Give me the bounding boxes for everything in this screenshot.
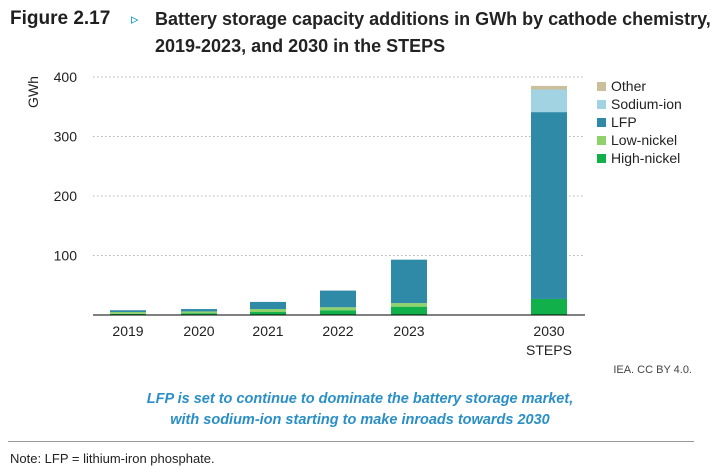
bar-lfp-2019 xyxy=(110,310,146,313)
legend-swatch xyxy=(597,81,606,91)
x-tick-label: 2022 xyxy=(322,323,353,339)
y-axis-label: GWh xyxy=(25,76,41,108)
bar-low-nickel-2019 xyxy=(110,312,146,314)
x-tick-label: 2023 xyxy=(393,323,424,339)
bar-low-nickel-2022 xyxy=(320,307,356,311)
bar-high-nickel-2021 xyxy=(250,312,286,315)
y-tick-label: 100 xyxy=(54,248,78,264)
gridlines xyxy=(93,76,585,256)
bar-lfp-2030 xyxy=(531,112,567,299)
takeaway-line-2: with sodium-ion starting to make inroads… xyxy=(170,412,550,428)
bar-high-nickel-2030 xyxy=(531,298,567,315)
legend-item-low-nickel: Low-nickel xyxy=(597,131,682,149)
bar-lfp-2023 xyxy=(391,259,427,304)
bar-high-nickel-2020 xyxy=(181,313,217,315)
legend-item-other: Other xyxy=(597,77,682,95)
note: Note: LFP = lithium-iron phosphate. xyxy=(10,451,215,466)
legend-swatch xyxy=(597,135,606,145)
legend: Other Sodium-ion LFP Low-nickel High-nickel xyxy=(597,77,682,167)
x-tick-label: 2019 xyxy=(112,323,143,339)
x-tick-label: 2030 xyxy=(533,323,564,339)
legend-label: Other xyxy=(611,78,647,94)
bar-lfp-2022 xyxy=(320,290,356,308)
x-tick-label: 2020 xyxy=(183,323,214,339)
bar-low-nickel-2021 xyxy=(250,309,286,313)
legend-item-lfp: LFP xyxy=(597,113,682,131)
takeaway: LFP is set to continue to dominate the b… xyxy=(0,389,720,431)
y-tick-label: 200 xyxy=(54,188,78,204)
figure-title: Battery storage capacity additions in GW… xyxy=(155,9,711,56)
bar-sodium-ion-2030 xyxy=(531,89,567,113)
source-credit: IEA. CC BY 4.0. xyxy=(613,364,692,376)
bar-other-2030 xyxy=(531,85,567,90)
bars xyxy=(110,85,567,315)
bar-high-nickel-2019 xyxy=(110,313,146,315)
legend-swatch xyxy=(597,153,606,163)
chart: 100 200 300 400 GWh 2019 2020 2021 2022 2023 203… xyxy=(25,69,585,358)
bar-lfp-2021 xyxy=(250,301,286,310)
x-axis-ticks: 2019 2020 2021 2022 2023 2030 STEPS xyxy=(112,323,572,358)
legend-item-high-nickel: High-nickel xyxy=(597,149,682,167)
legend-swatch xyxy=(597,99,606,109)
legend-item-sodium-ion: Sodium-ion xyxy=(597,95,682,113)
divider xyxy=(8,441,694,442)
y-tick-label: 400 xyxy=(54,69,78,85)
bar-low-nickel-2023 xyxy=(391,303,427,307)
bar-high-nickel-2022 xyxy=(320,310,356,315)
figure-arrow-icon: ▹ xyxy=(131,11,139,28)
legend-label: Sodium-ion xyxy=(611,96,682,112)
x-tick-sublabel: STEPS xyxy=(526,342,572,358)
legend-label: High-nickel xyxy=(611,150,681,166)
y-tick-label: 300 xyxy=(54,129,78,145)
y-axis-ticks: 100 200 300 400 xyxy=(54,69,78,264)
bar-high-nickel-2023 xyxy=(391,306,427,315)
figure-number: Figure 2.17 xyxy=(10,8,111,29)
legend-swatch xyxy=(597,117,606,127)
legend-label: LFP xyxy=(611,114,637,130)
takeaway-line-1: LFP is set to continue to dominate the b… xyxy=(146,391,574,407)
x-tick-label: 2021 xyxy=(252,323,283,339)
bar-lfp-2020 xyxy=(181,309,217,312)
legend-label: Low-nickel xyxy=(611,132,678,148)
bar-low-nickel-2020 xyxy=(181,311,217,314)
